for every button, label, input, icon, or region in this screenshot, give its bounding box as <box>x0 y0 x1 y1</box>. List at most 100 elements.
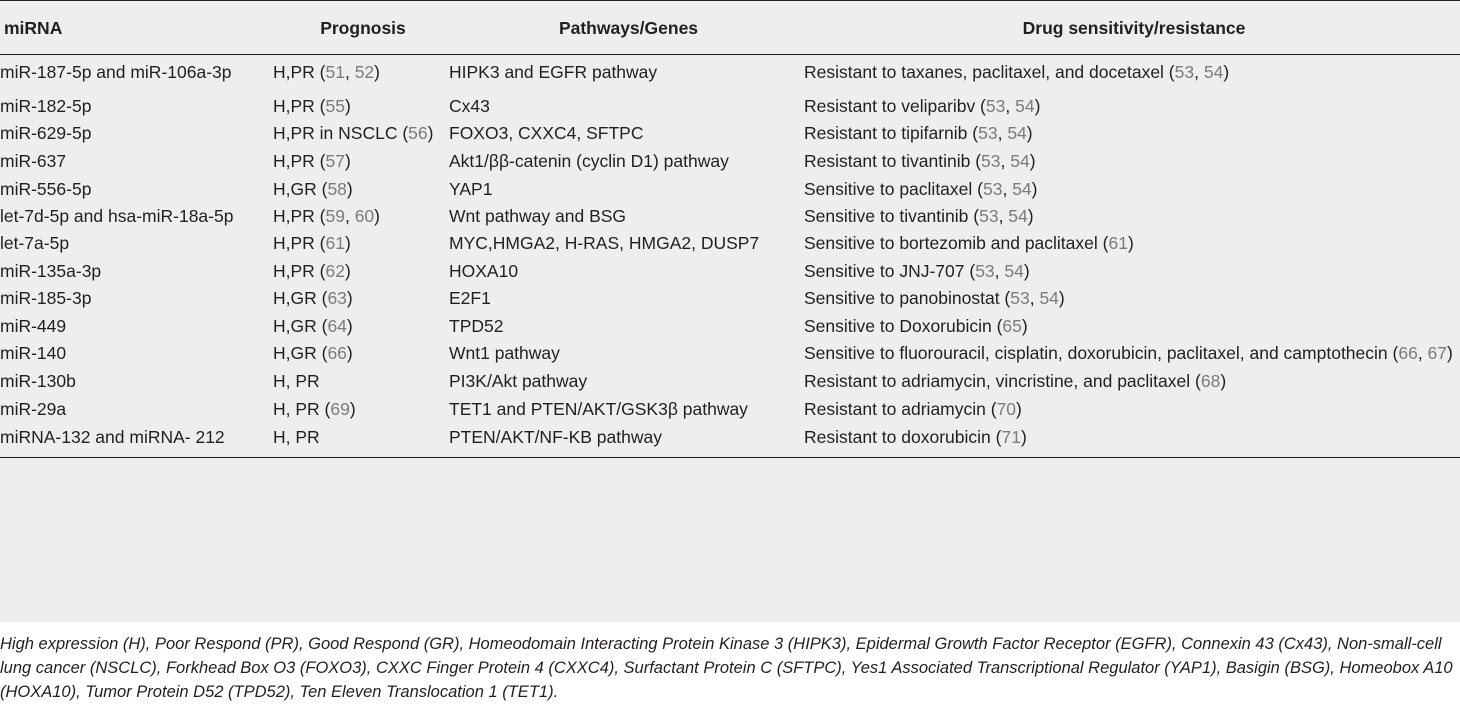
cell-mirna: miR-182-5p <box>0 96 92 116</box>
reference-link[interactable]: 53 <box>975 261 995 281</box>
cell-pathways-genes: TET1 and PTEN/AKT/GSK3β pathway <box>449 399 748 419</box>
table-row: let-7d-5p and hsa-miR-18a-5p H,PR (59, 60… <box>0 200 1460 227</box>
prognosis-text: H,PR ( <box>273 96 326 116</box>
reference-link[interactable]: 53 <box>978 123 998 143</box>
cell-mirna: miR-629-5p <box>0 123 92 143</box>
reference-link[interactable]: 61 <box>1108 233 1128 253</box>
cell-drug: Resistant to doxorubicin (71) <box>804 420 1460 458</box>
cell-pathways-genes: HIPK3 and EGFR pathway <box>449 62 658 82</box>
cell-mirna: miR-556-5p <box>0 179 92 199</box>
reference-link[interactable]: 53 <box>982 179 1003 199</box>
reference-link[interactable]: 54 <box>1039 288 1059 308</box>
cell-mirna: miR-187-5p and miR-106a-3p <box>0 62 232 82</box>
reference-link[interactable]: 53 <box>979 206 999 226</box>
reference-link[interactable]: 54 <box>1008 206 1028 226</box>
drug-text: Sensitive to tivantinib ( <box>804 206 980 226</box>
cell-prognosis: H, PR (69) <box>273 399 356 419</box>
reference-link[interactable]: 58 <box>327 179 347 199</box>
reference-link[interactable]: 52 <box>354 62 375 82</box>
reference-link[interactable]: 59 <box>325 206 345 226</box>
reference-link[interactable]: 66 <box>1398 343 1418 363</box>
prognosis-text: H,PR ( <box>273 151 326 171</box>
drug-text: Resistant to tipifarnib ( <box>804 123 979 143</box>
cell-drug: Resistant to tivantinib (53, 54) <box>804 151 1036 171</box>
reference-link[interactable]: 71 <box>1001 427 1021 447</box>
cell-pathways-genes: E2F1 <box>449 288 491 308</box>
drug-text: Sensitive to paclitaxel ( <box>804 179 983 199</box>
drug-text: Resistant to taxanes, paclitaxel, and do… <box>804 62 1175 82</box>
cell-mirna: miR-185-3p <box>0 288 92 308</box>
prognosis-text: H,GR ( <box>273 179 328 199</box>
reference-link[interactable]: 53 <box>985 96 1006 116</box>
reference-link[interactable]: 61 <box>325 233 345 253</box>
table-footnote: High expression (H), Poor Respond (PR), … <box>0 635 1453 701</box>
cell-prognosis: H,GR (63) <box>273 288 353 308</box>
cell-drug: Resistant to taxanes, paclitaxel, and do… <box>804 62 1230 82</box>
prognosis-text: H,PR in NSCLC ( <box>273 123 409 143</box>
reference-link[interactable]: 54 <box>1010 151 1030 171</box>
cell-pathways-genes: Wnt pathway and BSG <box>449 206 627 226</box>
reference-link[interactable]: 53 <box>981 151 1001 171</box>
reference-link[interactable]: 60 <box>354 206 375 226</box>
reference-link[interactable]: 68 <box>1200 371 1221 391</box>
cell-prognosis: H,PR (51, 52) <box>273 62 380 82</box>
cell-drug: Resistant to adriamycin (70) <box>804 399 1022 419</box>
cell-prognosis: H,GR (64) <box>273 316 353 336</box>
reference-link[interactable]: 69 <box>330 399 350 419</box>
reference-link[interactable]: 65 <box>1002 316 1022 336</box>
drug-text: Sensitive to JNJ-707 ( <box>804 261 976 281</box>
cell-pathways-genes: YAP1 <box>449 179 493 199</box>
table-row: miR-140 H,GR (66) Wnt1 pathway Sensitive to… <box>0 337 1460 364</box>
cell-pathways-genes: PTEN/AKT/NF-KB pathway <box>449 420 804 458</box>
reference-link[interactable]: 57 <box>325 151 345 171</box>
reference-link[interactable]: 66 <box>327 343 347 363</box>
cell-prognosis: H,PR (61) <box>273 233 351 253</box>
table-row: miR-629-5p H,PR in NSCLC (56) FOXO3, CXXC4… <box>0 117 1460 144</box>
reference-link[interactable]: 62 <box>325 261 345 281</box>
drug-text: Sensitive to fluorouracil, cisplatin, do… <box>804 343 1399 363</box>
drug-text: Sensitive to panobinostat ( <box>804 288 1011 308</box>
reference-link[interactable]: 53 <box>1174 62 1195 82</box>
prognosis-text: H,PR ( <box>273 261 326 281</box>
drug-text: Resistant to adriamycin, vincristine, an… <box>804 371 1201 391</box>
reference-link[interactable]: 67 <box>1427 343 1448 363</box>
reference-link[interactable]: 54 <box>1004 261 1024 281</box>
prognosis-text: H, PR <box>273 371 320 391</box>
reference-link[interactable]: 55 <box>325 96 345 116</box>
drug-text: Resistant to adriamycin ( <box>804 399 997 419</box>
reference-link[interactable]: 54 <box>1015 96 1035 116</box>
cell-mirna: miR-140 <box>0 343 67 363</box>
cell-drug: Resistant to tipifarnib (53, 54) <box>804 123 1033 143</box>
reference-link[interactable]: 51 <box>325 62 345 82</box>
reference-link[interactable]: 54 <box>1007 123 1027 143</box>
drug-text: Resistant to tivantinib ( <box>804 151 982 171</box>
cell-drug: Sensitive to fluorouracil, cisplatin, do… <box>804 343 1453 363</box>
drug-text: Resistant to doxorubicin ( <box>804 427 1002 447</box>
reference-link[interactable]: 64 <box>327 316 347 336</box>
cell-mirna: miR-449 <box>0 316 67 336</box>
table-row: miR-187-5p and miR-106a-3p H,PR (51, 52) H… <box>0 55 1460 90</box>
reference-link[interactable]: 70 <box>996 399 1017 419</box>
cell-mirna: miR-29a <box>0 399 67 419</box>
cell-prognosis: H,PR (59, 60) <box>273 206 380 226</box>
reference-link[interactable]: 63 <box>327 288 347 308</box>
table-row: miR-637 H,PR (57) Akt1/ββ-catenin (cyclin … <box>0 144 1460 172</box>
reference-link[interactable]: 54 <box>1203 62 1224 82</box>
reference-link[interactable]: 54 <box>1012 179 1032 199</box>
table-row: miR-135a-3p H,PR (62) HOXA10 Sensitive to J… <box>0 254 1460 282</box>
cell-prognosis: H,GR (66) <box>273 343 353 363</box>
prognosis-text: H, PR ( <box>273 399 331 419</box>
table-row: miR-29a H, PR (69) TET1 and PTEN/AKT/GSK3β… <box>0 392 1460 420</box>
reference-link[interactable]: 53 <box>1010 288 1030 308</box>
prognosis-text: H, PR <box>273 427 320 447</box>
cell-pathways-genes: PI3K/Akt pathway <box>449 371 588 391</box>
drug-text: Sensitive to Doxorubicin ( <box>804 316 1003 336</box>
cell-prognosis: H,GR (58) <box>273 179 353 199</box>
cell-mirna: miR-135a-3p <box>0 261 102 281</box>
table-row: let-7a-5p H,PR (61) MYC,HMGA2, H-RAS, HMGA… <box>0 227 1460 254</box>
cell-drug: Resistant to adriamycin, vincristine, an… <box>804 371 1227 391</box>
reference-link[interactable]: 56 <box>408 123 428 143</box>
cell-pathways-genes: Akt1/ββ-catenin (cyclin D1) pathway <box>449 151 729 171</box>
table-row: miR-556-5p H,GR (58) YAP1 Sensitive to pacl… <box>0 172 1460 200</box>
header-mirna: miRNA <box>0 0 273 55</box>
